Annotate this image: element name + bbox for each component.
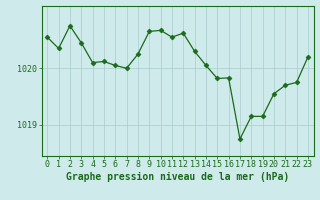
X-axis label: Graphe pression niveau de la mer (hPa): Graphe pression niveau de la mer (hPa): [66, 172, 289, 182]
